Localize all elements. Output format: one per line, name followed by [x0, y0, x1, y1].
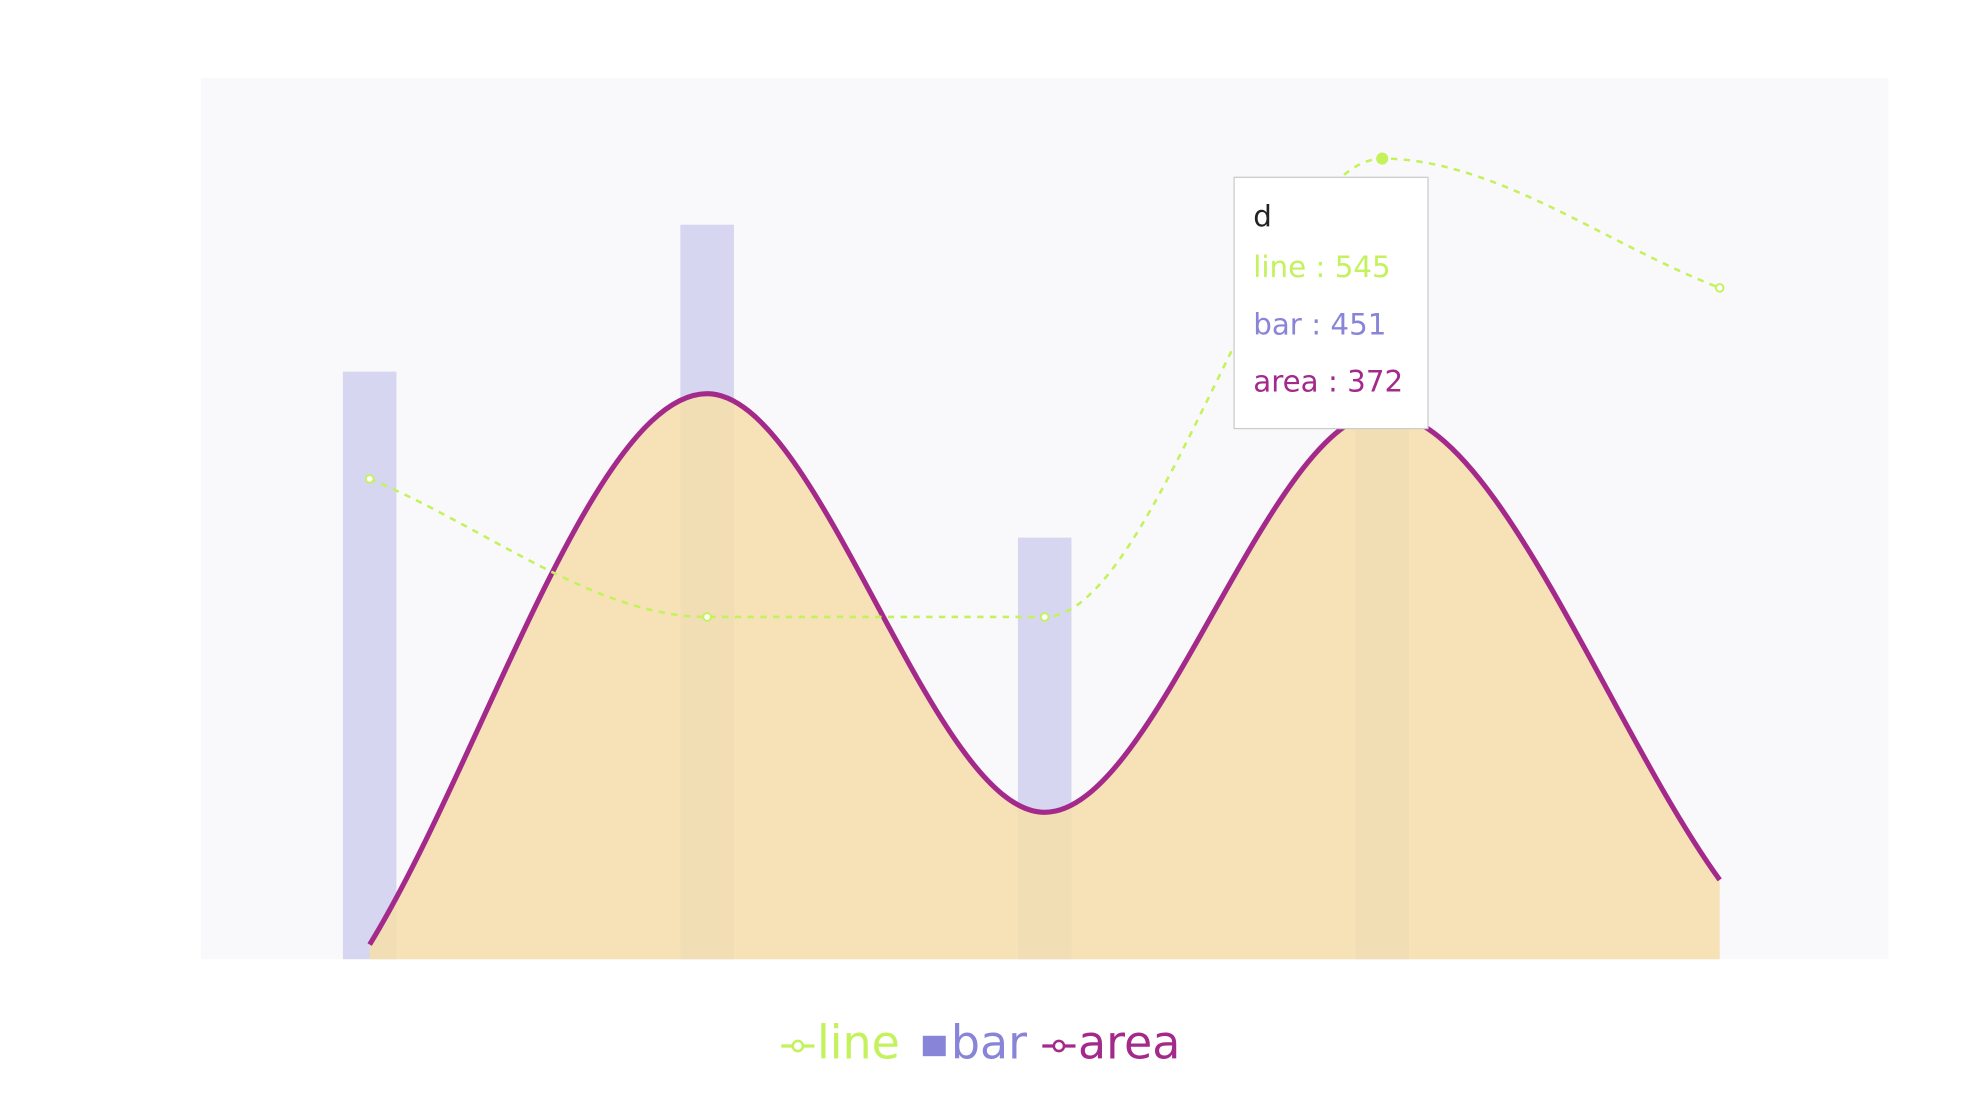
tooltip-name: area — [1253, 364, 1318, 398]
legend-icon — [922, 1035, 946, 1057]
area-line — [367, 391, 1722, 946]
bar — [342, 371, 397, 960]
legend-label: bar — [951, 1015, 1027, 1069]
tooltip — [1233, 176, 1429, 430]
tooltip-value: 451 — [1330, 307, 1386, 341]
tooltip-separator: : — [1302, 307, 1331, 341]
tooltip-name: bar — [1253, 307, 1303, 341]
tooltip-value: 545 — [1335, 249, 1391, 283]
line-dot — [364, 474, 375, 484]
area-fill — [369, 393, 1720, 960]
tooltip-separator: : — [1319, 364, 1348, 398]
tooltip-separator: : — [1306, 249, 1335, 283]
tooltip-item: line : 545 — [1253, 249, 1390, 283]
tooltip-item: area : 372 — [1253, 364, 1403, 398]
tooltip-value: 372 — [1347, 364, 1403, 398]
line-dot — [1039, 612, 1050, 622]
legend-label: line — [817, 1015, 900, 1069]
tooltip-item: bar : 451 — [1253, 307, 1386, 341]
line-dot — [702, 612, 712, 622]
legend-icon — [1052, 1039, 1066, 1053]
legend-label: area — [1078, 1015, 1180, 1069]
tooltip-title: d — [1253, 200, 1272, 234]
line-dot — [1714, 283, 1725, 293]
line-dot — [1376, 152, 1389, 165]
tooltip-name: line — [1253, 249, 1306, 283]
legend-icon — [791, 1039, 805, 1053]
